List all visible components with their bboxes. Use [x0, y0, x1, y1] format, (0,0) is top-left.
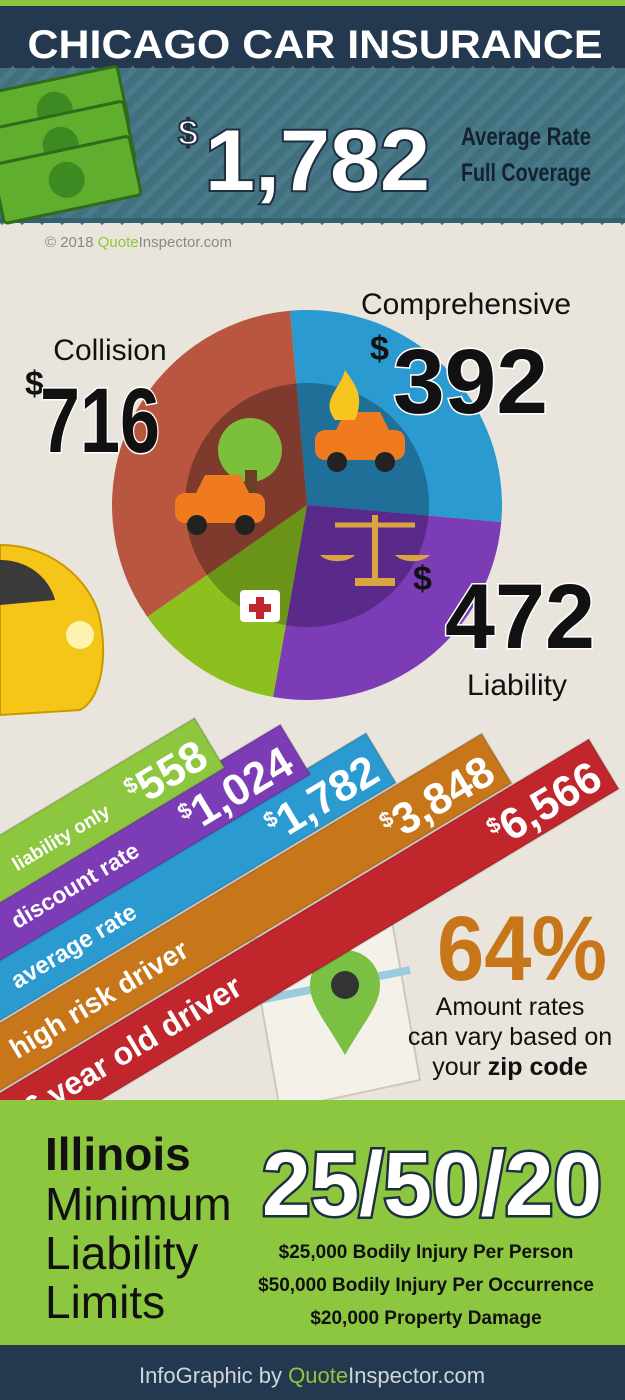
wheel	[327, 452, 347, 472]
flame	[329, 370, 360, 420]
stripe	[497, 93, 625, 226]
ribbon	[0, 716, 226, 937]
rate-label: Average Rate	[461, 123, 591, 151]
stripe	[357, 65, 518, 226]
minimum-subtitle: Limits	[45, 1276, 165, 1328]
stripe	[577, 173, 625, 226]
stripe	[157, 65, 318, 226]
copyright: © 2018 QuoteInspector.com	[45, 234, 232, 251]
tree	[218, 418, 282, 482]
stripe	[557, 153, 625, 226]
headlight	[66, 621, 94, 649]
average-rate: 1,782	[205, 113, 430, 209]
stripe	[397, 65, 558, 226]
header-stripe	[0, 0, 625, 6]
minimum-subtitle: Minimum	[45, 1178, 232, 1230]
stripe	[417, 65, 578, 226]
stripe	[377, 65, 538, 226]
brand-inspector: Inspector.com	[348, 1363, 485, 1388]
car-window	[0, 560, 55, 605]
coverage-label: Comprehensive	[361, 288, 571, 321]
coverage-amount: 716	[40, 370, 160, 472]
stripe	[237, 65, 398, 226]
coverage-label: Liability	[467, 669, 567, 702]
brand-quote: Quote	[98, 234, 139, 251]
stripe	[177, 65, 338, 226]
pin-hole	[331, 971, 359, 999]
wheel	[187, 515, 207, 535]
stripe	[217, 65, 378, 226]
car-roof	[195, 475, 250, 495]
stripe	[137, 65, 298, 226]
stripe	[517, 113, 625, 226]
first-aid-cross	[249, 597, 271, 619]
money-bill	[0, 135, 143, 225]
minimum-title: Illinois	[45, 1128, 191, 1180]
stripe	[437, 65, 598, 226]
minimum-band	[0, 1100, 625, 1345]
limits: 25/50/20	[262, 1135, 602, 1235]
ribbon	[0, 732, 513, 1125]
scale-pan	[395, 555, 430, 562]
limit-detail: $25,000 Bodily Injury Per Person	[279, 1242, 574, 1263]
wheel	[235, 515, 255, 535]
ribbon	[0, 737, 621, 1195]
footer-text: InfoGraphic by QuoteInspector.com	[139, 1363, 485, 1388]
stripe	[297, 65, 458, 226]
zip-line: can vary based on	[408, 1023, 612, 1051]
stripe	[117, 65, 278, 226]
currency: $	[413, 560, 432, 598]
pie-inner	[285, 505, 429, 627]
stripe	[337, 65, 498, 226]
stripe	[197, 65, 358, 226]
currency: $	[178, 112, 198, 153]
zip-text: your zip code	[432, 1053, 588, 1081]
stripe	[277, 65, 438, 226]
coverage-amount: 472	[445, 566, 595, 668]
limit-detail: $50,000 Bodily Injury Per Occurrence	[258, 1275, 594, 1296]
stripe	[477, 73, 625, 226]
rate-label: Full Coverage	[461, 159, 591, 187]
currency: $	[25, 365, 44, 403]
zip-text: Amount rates	[436, 993, 585, 1021]
pin	[310, 950, 380, 1055]
prefix: © 2018	[45, 234, 98, 251]
coverage-amount: 392	[393, 331, 548, 433]
minimum-subtitle: Liability	[45, 1227, 198, 1279]
title: CHICAGO CAR INSURANCE	[28, 23, 603, 67]
zip-text: can vary based on	[408, 1023, 612, 1051]
prefix: InfoGraphic by	[139, 1363, 288, 1388]
stripe	[537, 133, 625, 226]
zip-percent: 64%	[437, 898, 607, 1000]
zip-line: Amount rates	[436, 993, 585, 1021]
limit-detail: $20,000 Property Damage	[310, 1308, 541, 1329]
bill-seal	[48, 161, 85, 198]
wheel	[375, 452, 395, 472]
scale-base	[355, 578, 395, 586]
brand-inspector: Inspector.com	[139, 234, 232, 251]
scale-pan	[320, 555, 355, 562]
footer-band	[0, 1345, 625, 1400]
stripe	[317, 65, 478, 226]
pie-inner	[207, 505, 307, 626]
coverage-label: Collision	[53, 334, 166, 367]
stripe	[457, 65, 618, 226]
stripe	[257, 65, 418, 226]
zip-emphasis: zip code	[488, 1053, 588, 1081]
zip-line: your	[432, 1053, 488, 1081]
rate-band-edge	[0, 218, 625, 223]
brand-quote: Quote	[288, 1363, 348, 1388]
currency: $	[370, 330, 389, 368]
header-band	[0, 0, 625, 68]
